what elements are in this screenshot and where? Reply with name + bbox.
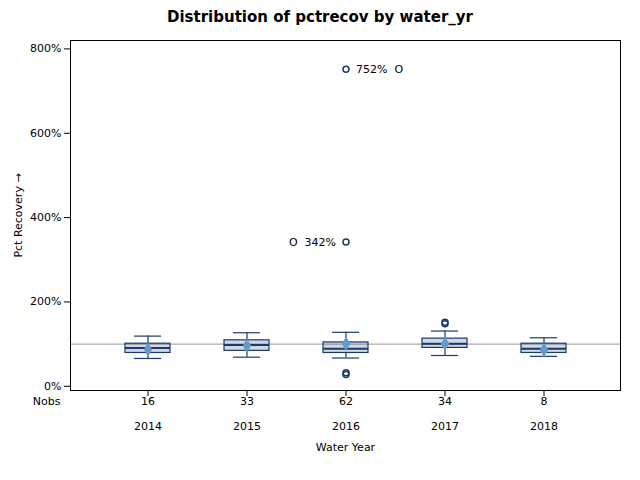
- svg-text:8: 8: [541, 395, 548, 408]
- svg-text:Nobs: Nobs: [33, 395, 61, 408]
- svg-text:0%: 0%: [44, 380, 61, 393]
- svg-text:33: 33: [240, 395, 254, 408]
- svg-text:600%: 600%: [30, 127, 61, 140]
- svg-text:34: 34: [438, 395, 452, 408]
- svg-text:2017: 2017: [431, 420, 459, 433]
- svg-text:2015: 2015: [233, 420, 261, 433]
- svg-text:Pct Recovery →: Pct Recovery →: [12, 173, 25, 257]
- svg-text:62: 62: [339, 395, 353, 408]
- svg-text:O 342%: O 342%: [289, 236, 336, 249]
- svg-text:2014: 2014: [134, 420, 162, 433]
- svg-text:2016: 2016: [332, 420, 360, 433]
- svg-text:Water Year: Water Year: [316, 441, 376, 454]
- svg-text:752% O: 752% O: [356, 63, 403, 76]
- svg-text:16: 16: [141, 395, 155, 408]
- svg-text:2018: 2018: [530, 420, 558, 433]
- html-text:Distribution of pctrecov by wa: Distribution of pctrecov by water_yr: [167, 8, 473, 26]
- svg-text:400%: 400%: [30, 211, 61, 224]
- svg-text:800%: 800%: [30, 42, 61, 55]
- svg-text:200%: 200%: [30, 295, 61, 308]
